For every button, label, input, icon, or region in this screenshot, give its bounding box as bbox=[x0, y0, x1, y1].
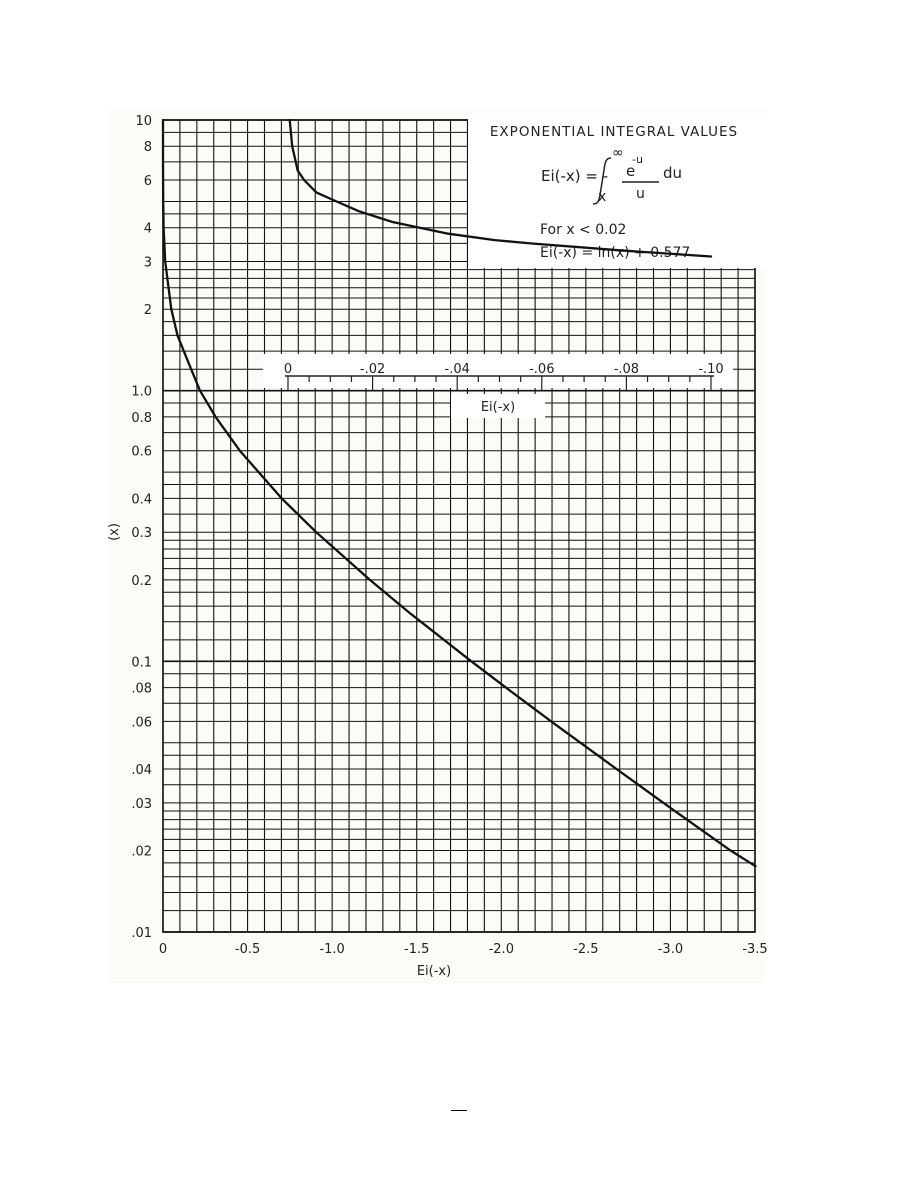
y-tick-label: 0.2 bbox=[131, 574, 152, 589]
chart-title: EXPONENTIAL INTEGRAL VALUES bbox=[490, 124, 738, 140]
inset-tick-label: -.06 bbox=[529, 362, 554, 377]
y-tick-label: 1.0 bbox=[131, 385, 152, 400]
x-tick-label: 0 bbox=[159, 942, 167, 957]
y-tick-label: .01 bbox=[131, 926, 152, 941]
inset-axis: 0 -.02 -.04 -.06 -.08 -.10 Ei(-x) bbox=[263, 354, 733, 418]
note-approximation: Ei(-x) = ln(x) + 0.577 bbox=[540, 245, 690, 261]
curves bbox=[161, 118, 757, 868]
y-tick-label: 0.6 bbox=[131, 445, 152, 460]
formula-denominator: u bbox=[636, 186, 645, 202]
inset-tick-label: -.10 bbox=[698, 362, 723, 377]
y-tick-label: .06 bbox=[131, 715, 152, 730]
formula-differential: du bbox=[663, 164, 682, 182]
y-tick-label: 2 bbox=[144, 303, 152, 318]
x-tick-label: -1.5 bbox=[404, 942, 429, 957]
y-tick-label: .08 bbox=[131, 682, 152, 697]
axis-ticks: 0 -0.5 -1.0 -1.5 -2.0 -2.5 -3.0 -3.5 10 8 6 4 3 2 1.0 0… bbox=[131, 114, 767, 957]
formula-box: EXPONENTIAL INTEGRAL VALUES Ei(-x) = - ∞… bbox=[468, 113, 766, 268]
y-tick-label: .02 bbox=[131, 845, 152, 860]
y-tick-label: .04 bbox=[131, 763, 152, 778]
formula-numerator: e bbox=[626, 162, 635, 180]
page-number-mark bbox=[451, 1110, 467, 1111]
x-tick-label: -3.0 bbox=[658, 942, 683, 957]
formula-lower-limit: x bbox=[598, 189, 606, 205]
inset-tick-label: -.08 bbox=[614, 362, 639, 377]
y-tick-label: 3 bbox=[144, 256, 152, 271]
y-tick-label: 4 bbox=[144, 222, 152, 237]
formula-upper-limit: ∞ bbox=[612, 145, 624, 161]
integral-sign-icon bbox=[592, 157, 612, 205]
inset-tick-label: 0 bbox=[284, 362, 292, 377]
ei-curve-main bbox=[161, 118, 757, 868]
x-tick-label: -3.5 bbox=[742, 942, 767, 957]
y-tick-label: .03 bbox=[131, 797, 152, 812]
plot-frame bbox=[162, 119, 756, 933]
x-tick-label: -2.0 bbox=[489, 942, 514, 957]
y-tick-label: 0.8 bbox=[131, 411, 152, 426]
y-tick-label: 0.3 bbox=[131, 526, 152, 541]
x-tick-label: -0.5 bbox=[235, 942, 260, 957]
grid bbox=[162, 119, 756, 933]
y-tick-label: 6 bbox=[144, 174, 152, 189]
y-axis-label: (x) bbox=[107, 523, 122, 541]
y-tick-label: 10 bbox=[135, 114, 152, 129]
inset-axis-label: Ei(-x) bbox=[481, 400, 515, 415]
x-axis-label: Ei(-x) bbox=[417, 964, 451, 979]
x-tick-label: -1.0 bbox=[319, 942, 344, 957]
ei-curve-inset bbox=[288, 118, 713, 258]
inset-tick-label: -.02 bbox=[360, 362, 385, 377]
inset-axis-background bbox=[263, 354, 733, 388]
note-condition: For x < 0.02 bbox=[540, 222, 626, 238]
formula-exponent: -u bbox=[632, 153, 643, 166]
y-tick-label: 8 bbox=[144, 140, 152, 155]
y-tick-label: 0.4 bbox=[131, 492, 152, 507]
inset-tick-label: -.04 bbox=[445, 362, 470, 377]
x-tick-label: -2.5 bbox=[573, 942, 598, 957]
formula-lhs: Ei(-x) = - bbox=[541, 167, 608, 185]
inset-label-background bbox=[451, 394, 545, 418]
y-tick-label: 0.1 bbox=[131, 655, 152, 670]
